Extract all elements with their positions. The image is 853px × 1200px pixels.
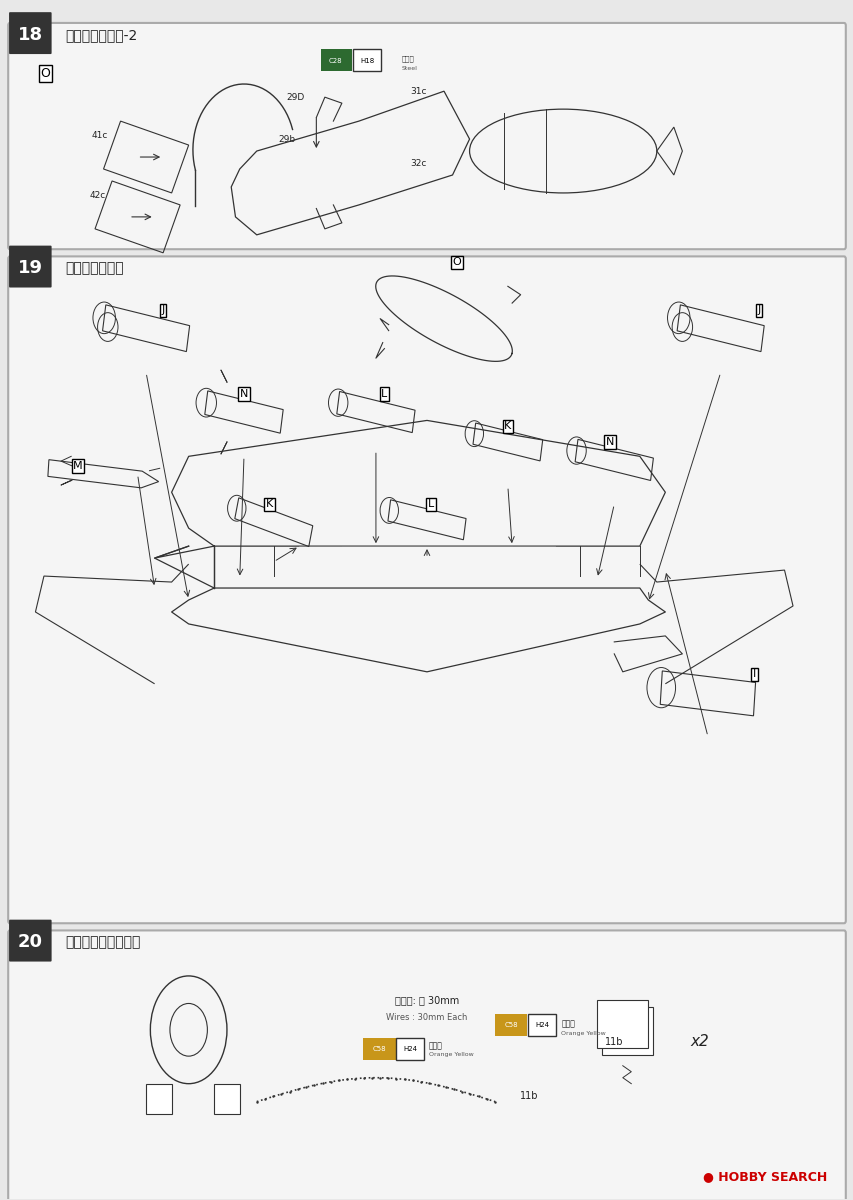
FancyBboxPatch shape <box>9 919 51 961</box>
FancyBboxPatch shape <box>320 49 351 71</box>
Text: O: O <box>452 257 461 268</box>
FancyBboxPatch shape <box>601 1007 653 1055</box>
Text: H24: H24 <box>403 1046 416 1052</box>
FancyBboxPatch shape <box>214 1084 240 1114</box>
Text: 31c: 31c <box>409 86 426 96</box>
Text: 兵装の取り付け: 兵装の取り付け <box>65 262 124 275</box>
FancyBboxPatch shape <box>9 930 844 1200</box>
FancyBboxPatch shape <box>146 1084 171 1114</box>
FancyBboxPatch shape <box>9 12 51 54</box>
FancyBboxPatch shape <box>596 1000 647 1048</box>
Text: 車輪止めの組み立て: 車輪止めの組み立て <box>65 936 141 949</box>
Text: L: L <box>427 499 434 509</box>
Text: C28: C28 <box>328 59 342 65</box>
FancyBboxPatch shape <box>9 246 51 288</box>
Text: 41c: 41c <box>91 131 107 140</box>
Text: J: J <box>161 305 165 316</box>
Text: C58: C58 <box>504 1022 518 1028</box>
FancyBboxPatch shape <box>9 23 844 250</box>
Text: 11b: 11b <box>604 1037 623 1046</box>
Text: J: J <box>757 305 760 316</box>
Text: O: O <box>41 67 50 79</box>
FancyBboxPatch shape <box>396 1038 424 1060</box>
Text: I: I <box>752 670 756 679</box>
Text: ● HOBBY SEARCH: ● HOBBY SEARCH <box>702 1170 826 1183</box>
Text: Wires : 30mm Each: Wires : 30mm Each <box>386 1013 467 1022</box>
Text: 兵装の組み立て-2: 兵装の組み立て-2 <box>65 28 137 42</box>
Text: ワイヤ: 各 30mm: ワイヤ: 各 30mm <box>394 995 459 1004</box>
FancyBboxPatch shape <box>528 1014 556 1036</box>
Text: 29b: 29b <box>278 134 295 144</box>
Text: N: N <box>240 389 248 400</box>
FancyBboxPatch shape <box>9 257 844 923</box>
Text: N: N <box>605 437 613 446</box>
Text: K: K <box>503 421 511 432</box>
Text: Orange Yellow: Orange Yellow <box>428 1052 473 1057</box>
Text: Steel: Steel <box>401 66 417 71</box>
Text: 黄橙色: 黄橙色 <box>428 1040 442 1050</box>
FancyBboxPatch shape <box>352 49 380 71</box>
Text: 19: 19 <box>18 259 43 277</box>
Text: 20: 20 <box>18 934 43 952</box>
Text: C58: C58 <box>372 1046 386 1052</box>
Text: 29D: 29D <box>286 92 304 102</box>
Text: 11b: 11b <box>519 1091 537 1100</box>
Text: L: L <box>381 389 387 400</box>
Text: H18: H18 <box>360 59 374 65</box>
Text: 42c: 42c <box>90 191 106 200</box>
Text: 18: 18 <box>18 26 43 44</box>
Text: 黒鉄色: 黒鉄色 <box>401 55 414 62</box>
FancyBboxPatch shape <box>495 1014 527 1036</box>
Text: K: K <box>265 499 273 509</box>
Text: 黄橙色: 黄橙色 <box>560 1019 575 1028</box>
Text: Orange Yellow: Orange Yellow <box>560 1031 606 1036</box>
Text: x2: x2 <box>689 1034 708 1049</box>
Text: M: M <box>73 461 83 470</box>
FancyBboxPatch shape <box>363 1038 395 1060</box>
Text: 32c: 32c <box>409 158 426 168</box>
Text: H24: H24 <box>535 1022 549 1028</box>
